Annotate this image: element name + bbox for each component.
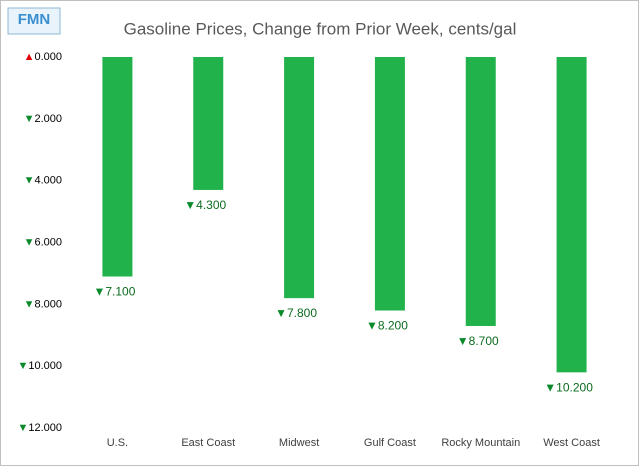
arrow-glyph: ▲ [24,51,35,63]
arrow-glyph: ▼ [184,198,196,212]
y-tick-label: ▼8.000 [24,298,62,310]
x-tick-label: East Coast [181,437,235,449]
x-tick-label: Rocky Mountain [441,437,520,449]
logo-box [7,7,61,35]
arrow-glyph: ▼ [24,298,35,310]
label-digits: 2.000 [34,113,62,125]
logo-text: FMN [18,11,51,28]
data-label: ▼10.200 [544,381,593,395]
arrow-glyph: ▼ [17,422,28,434]
y-tick-label: ▼10.000 [17,360,62,372]
x-tick-label: Gulf Coast [364,437,416,449]
label-digits: 8.200 [378,319,408,333]
data-label: ▼7.100 [93,285,135,299]
label-digits: 12.000 [28,422,62,434]
arrow-glyph: ▼ [275,306,287,320]
y-tick-label: ▼2.000 [24,113,62,125]
data-label: ▼8.700 [457,334,499,348]
arrow-glyph: ▼ [24,175,35,187]
bar [465,57,496,326]
label-digits: 7.100 [105,285,135,299]
arrow-glyph: ▼ [366,319,378,333]
arrow-glyph: ▼ [457,334,469,348]
bar [556,57,587,373]
label-digits: 10.000 [28,360,62,372]
bar [193,57,224,190]
data-label: ▼7.800 [275,306,317,320]
y-tick-label: ▼6.000 [24,236,62,248]
label-digits: 6.000 [34,236,62,248]
label-digits: 4.300 [196,198,226,212]
label-digits: 4.000 [34,175,62,187]
x-tick-label: U.S. [107,437,128,449]
logo: FMN [7,7,61,35]
label-digits: 7.800 [287,306,317,320]
x-tick-label: Midwest [279,437,319,449]
chart-title: Gasoline Prices, Change from Prior Week,… [124,19,517,38]
y-tick-label: ▲0.000 [24,51,62,63]
arrow-glyph: ▼ [24,113,35,125]
y-tick-label: ▼12.000 [17,422,62,434]
x-tick-label: West Coast [543,437,600,449]
arrow-glyph: ▼ [24,236,35,248]
bar [374,57,405,311]
bar [284,57,315,299]
label-digits: 0.000 [34,51,62,63]
data-label: ▼4.300 [184,198,226,212]
bar [102,57,133,277]
arrow-glyph: ▼ [93,285,105,299]
y-tick-label: ▼4.000 [24,175,62,187]
label-digits: 10.200 [556,381,593,395]
label-digits: 8.700 [469,334,499,348]
label-digits: 8.000 [34,298,62,310]
arrow-glyph: ▼ [544,381,556,395]
arrow-glyph: ▼ [17,360,28,372]
data-label: ▼8.200 [366,319,408,333]
